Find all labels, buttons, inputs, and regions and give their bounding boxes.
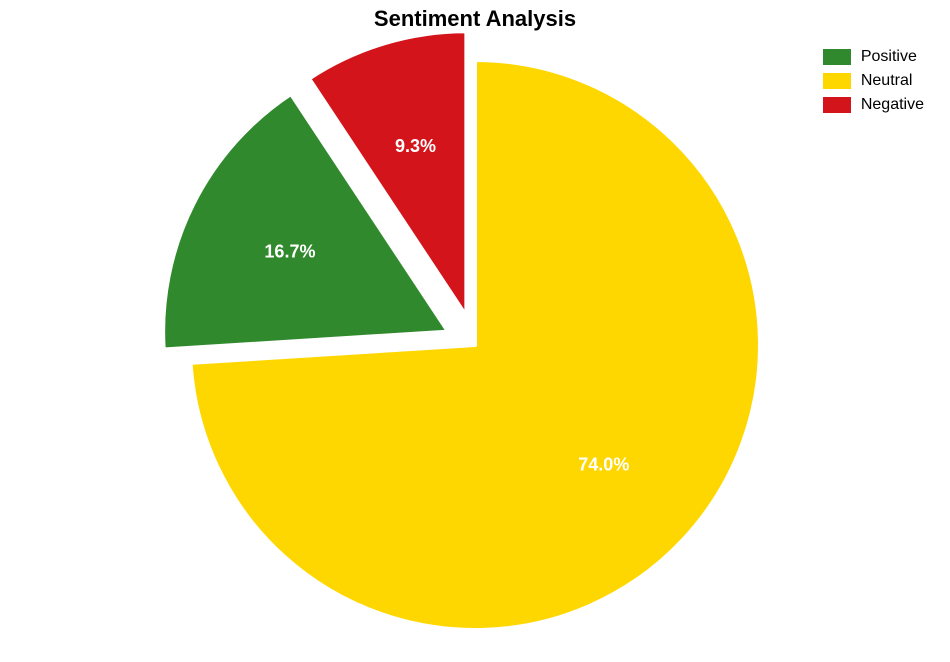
pie-label-neutral: 74.0%: [578, 455, 629, 475]
legend-item-neutral: Neutral: [823, 72, 924, 90]
pie-label-positive: 16.7%: [264, 242, 315, 262]
legend-item-positive: Positive: [823, 48, 924, 66]
legend-label-negative: Negative: [861, 96, 924, 114]
legend-label-neutral: Neutral: [861, 72, 913, 90]
pie-label-negative: 9.3%: [395, 136, 436, 156]
pie-svg: 74.0% 16.7% 9.3%: [0, 0, 950, 662]
legend-swatch-neutral: [823, 73, 851, 89]
legend-label-positive: Positive: [861, 48, 917, 66]
legend-swatch-positive: [823, 49, 851, 65]
legend: Positive Neutral Negative: [823, 48, 924, 120]
legend-item-negative: Negative: [823, 96, 924, 114]
sentiment-pie-chart: Sentiment Analysis 74.0%16.7%9.3% Positi…: [0, 0, 950, 662]
legend-swatch-negative: [823, 97, 851, 113]
